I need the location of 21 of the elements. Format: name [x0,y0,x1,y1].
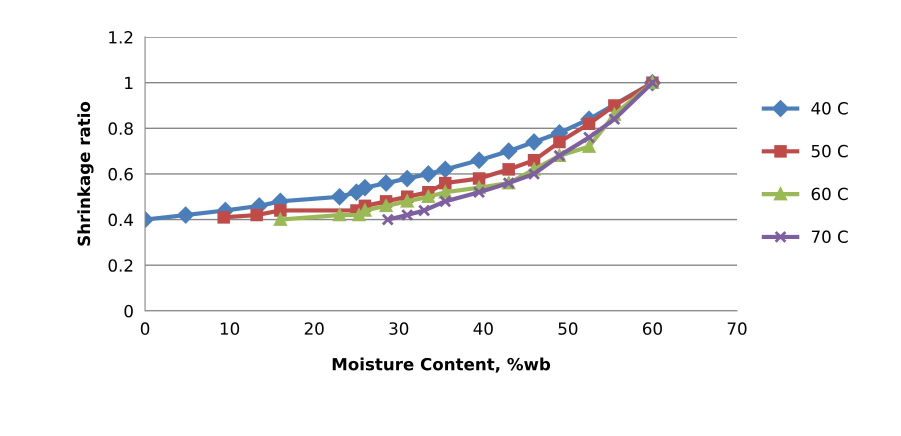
x-tick-label: 50 [558,322,578,335]
y-tick-label: 0.8 [108,122,133,135]
y-tick-label: 1.2 [109,31,132,44]
y-tick-label: 0 [124,304,133,318]
y-tick-label: 1 [125,76,132,90]
x-tick-label: 20 [304,322,324,335]
x-axis-title: Moisture Content, %wb [332,358,550,373]
y-tick-label: 0.4 [108,214,134,226]
legend-label: 70 C [812,230,848,243]
x-tick-label: 30 [389,322,408,335]
y-axis-title: Shrinkage ratio [77,102,94,246]
x-tick-label: 0 [140,322,150,335]
y-tick-label: 0.6 [108,168,133,181]
x-tick-label: 70 [728,322,747,335]
legend-label: 50 C [812,144,848,158]
x-tick-label: 60 [643,322,662,335]
x-tick-label: 10 [220,322,240,335]
legend-label: 40 C [811,102,848,115]
x-tick-label: 40 [474,322,493,335]
y-tick-label: 0.2 [108,259,132,272]
legend-label: 60 C [812,188,848,200]
